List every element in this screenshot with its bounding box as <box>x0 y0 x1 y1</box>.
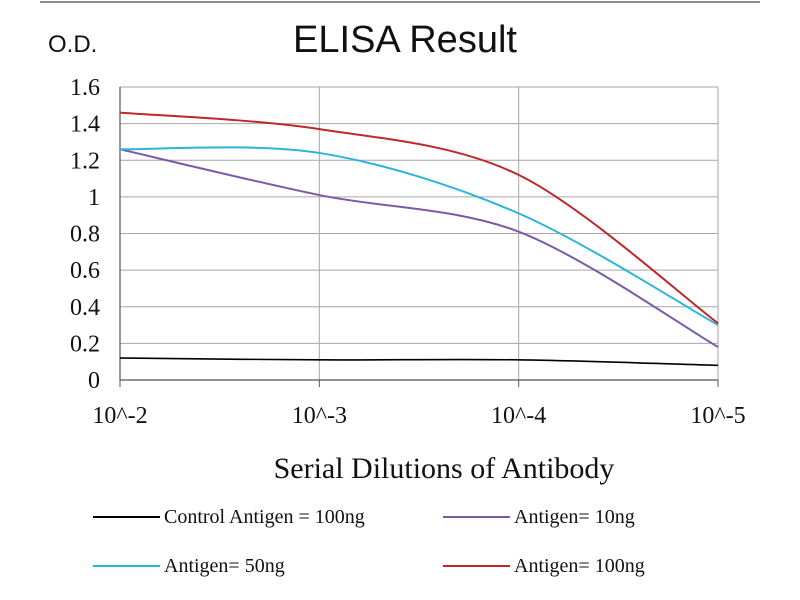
x-tick-label: 10^-3 <box>292 403 347 429</box>
series-line-2 <box>119 146 719 326</box>
y-tick-label: 1.6 <box>70 75 100 101</box>
y-tick-label: 0 <box>88 368 100 394</box>
legend-label-1: Antigen= 10ng <box>514 506 635 528</box>
y-tick-label: 1.4 <box>70 112 100 138</box>
y-tick-label: 0.2 <box>70 331 100 357</box>
x-tick-label: 10^-5 <box>690 403 745 429</box>
y-axis-label: O.D. <box>48 31 97 58</box>
y-tick-label: 1.2 <box>70 148 100 174</box>
y-tick-label: 0.8 <box>70 222 100 248</box>
y-tick-labels: 0 0.2 0.4 0.6 0.8 1 1.2 1.4 1.6 <box>70 75 100 394</box>
chart-title: ELISA Result <box>293 19 517 61</box>
legend: Control Antigen = 100ng Antigen= 10ng Anti… <box>93 506 645 577</box>
legend-label-2: Antigen= 50ng <box>164 555 285 577</box>
x-tick-label: 10^-2 <box>92 403 147 429</box>
axes <box>119 87 719 387</box>
grid <box>120 86 719 380</box>
y-tick-label: 0.6 <box>70 258 100 284</box>
legend-label-0: Control Antigen = 100ng <box>164 506 365 528</box>
x-axis-label: Serial Dilutions of Antibody <box>274 452 615 485</box>
y-tick-label: 1 <box>88 185 100 211</box>
series-lines <box>119 111 719 367</box>
x-tick-labels: 10^-2 10^-3 10^-4 10^-5 <box>92 403 745 429</box>
series-line-1 <box>119 148 719 348</box>
series-line-0 <box>119 357 719 367</box>
x-tick-label: 10^-4 <box>491 403 546 429</box>
y-tick-label: 0.4 <box>70 295 100 321</box>
legend-label-3: Antigen= 100ng <box>514 555 645 577</box>
series-line-3 <box>119 111 719 325</box>
